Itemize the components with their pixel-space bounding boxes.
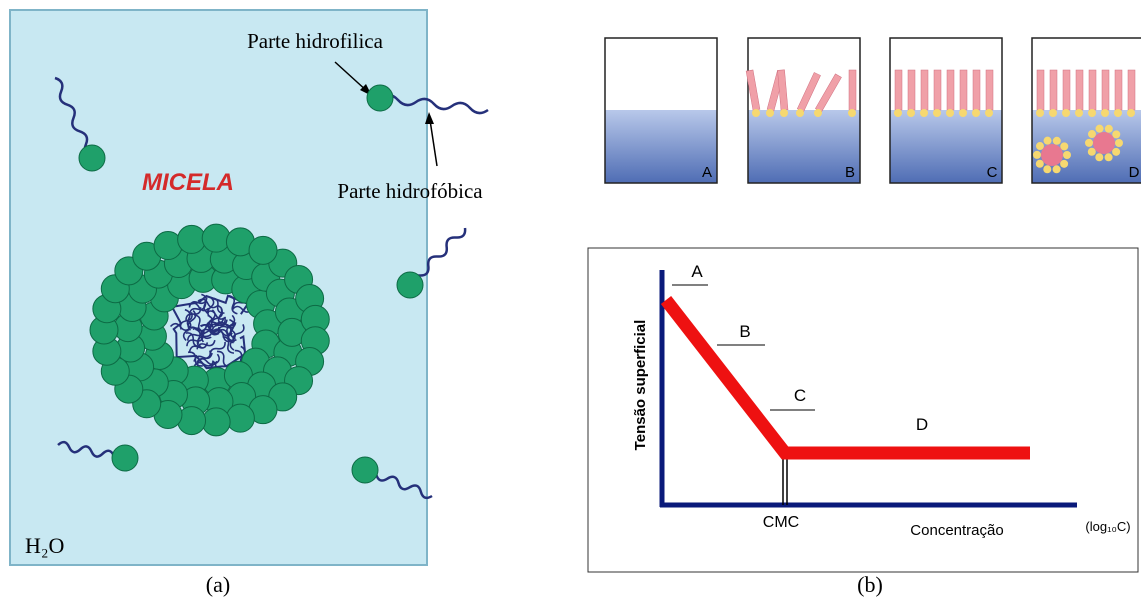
surfactant-tail xyxy=(1076,70,1083,110)
beaker-label: D xyxy=(1129,164,1140,181)
micelle-head xyxy=(1095,153,1103,161)
beakers: A B C D xyxy=(605,38,1141,183)
stage-label: C xyxy=(794,386,806,405)
surfactant-tail xyxy=(934,70,941,110)
micelle-head xyxy=(1036,160,1044,168)
micelle-head xyxy=(1115,139,1123,147)
surfactant-head xyxy=(780,109,788,117)
surfactant-tail xyxy=(778,70,788,110)
surfactant-tail xyxy=(947,70,954,110)
micelle-head xyxy=(1088,130,1096,138)
micelle-title: MICELA xyxy=(142,169,234,196)
caption-b: (b) xyxy=(857,572,883,597)
surfactant-head xyxy=(920,109,928,117)
hydrophilic-head xyxy=(249,236,277,264)
hydrophilic-head xyxy=(352,457,378,483)
beaker-label: C xyxy=(987,164,998,181)
hydrophilic-head xyxy=(202,224,230,252)
stage-label: A xyxy=(691,262,703,281)
surfactant-head xyxy=(972,109,980,117)
surfactant-tail xyxy=(1128,70,1135,110)
surfactant-head xyxy=(848,109,856,117)
micelle-head xyxy=(1053,137,1061,145)
surfactant-tail xyxy=(1050,70,1057,110)
micelle-head xyxy=(1112,148,1120,156)
micelle-head xyxy=(1060,160,1068,168)
hydrophilic-head xyxy=(226,404,254,432)
arrow xyxy=(430,120,437,166)
surfactant-tail xyxy=(908,70,915,110)
surfactant-tail xyxy=(1037,70,1044,110)
hydrophilic-head xyxy=(397,272,423,298)
water xyxy=(890,110,1002,183)
x-axis-label: Concentração xyxy=(910,522,1003,539)
micelle-head xyxy=(1088,148,1096,156)
hydrophilic-label: Parte hidrofilica xyxy=(247,29,384,53)
micelle-head xyxy=(1044,137,1052,145)
caption-a: (a) xyxy=(206,572,230,597)
cmc-label: CMC xyxy=(763,514,799,531)
micelle-head xyxy=(1105,153,1113,161)
x-scale-label: (log₁₀C) xyxy=(1085,519,1130,534)
hydrophilic-head xyxy=(367,85,393,111)
surfactant-tail xyxy=(1089,70,1096,110)
surfactant-tail xyxy=(815,74,841,112)
surfactant-head xyxy=(1088,109,1096,117)
micelle-head xyxy=(1112,130,1120,138)
surfactant-head xyxy=(1127,109,1135,117)
stage-label: B xyxy=(739,322,750,341)
micelle-core xyxy=(1041,144,1063,166)
surfactant-head xyxy=(814,109,822,117)
surfactant-head xyxy=(752,109,760,117)
surfactant-head xyxy=(985,109,993,117)
solvent-label: H₂O xyxy=(25,533,64,558)
surfactant-head xyxy=(959,109,967,117)
surfactant-tail xyxy=(1063,70,1070,110)
water xyxy=(605,110,717,183)
surfactant-head xyxy=(894,109,902,117)
surfactant-tail xyxy=(895,70,902,110)
figure: Parte hidrofilica Parte hidrofóbica MICE… xyxy=(0,0,1141,599)
micelle-head xyxy=(1060,142,1068,150)
hydrophobic-label: Parte hidrofóbica xyxy=(337,179,483,203)
surfactant-tail xyxy=(849,70,856,110)
hydrophilic-head xyxy=(79,145,105,171)
water xyxy=(748,110,860,183)
stage-label: D xyxy=(916,415,928,434)
surfactant-head xyxy=(1075,109,1083,117)
surfactant-head xyxy=(1036,109,1044,117)
surfactant-tail xyxy=(973,70,980,110)
surfactant-head xyxy=(766,109,774,117)
surfactant-head xyxy=(907,109,915,117)
micelle-head xyxy=(1085,139,1093,147)
surfactant-head xyxy=(796,109,804,117)
micelle-head xyxy=(1043,165,1051,173)
micelle-head xyxy=(1053,165,1061,173)
micelle-head xyxy=(1036,142,1044,150)
beaker-label: A xyxy=(702,164,712,181)
surfactant-head xyxy=(1101,109,1109,117)
surfactant-head xyxy=(1062,109,1070,117)
beaker-label: B xyxy=(845,164,855,181)
y-axis-label: Tensão superficial xyxy=(632,320,649,451)
surfactant-head xyxy=(1114,109,1122,117)
surfactant-head xyxy=(946,109,954,117)
surfactant-tail xyxy=(1102,70,1109,110)
surfactant-tail xyxy=(1115,70,1122,110)
surfactant-tail xyxy=(921,70,928,110)
micelle-head xyxy=(1063,151,1071,159)
hydrophilic-head xyxy=(202,408,230,436)
hydrophilic-head xyxy=(178,225,206,253)
micelle-head xyxy=(1033,151,1041,159)
surfactant-tail xyxy=(960,70,967,110)
hydrophilic-head xyxy=(112,445,138,471)
surfactant-head xyxy=(933,109,941,117)
micelle-core xyxy=(1093,132,1115,154)
micelle-head xyxy=(1105,125,1113,133)
micelle-head xyxy=(1096,125,1104,133)
surfactant-head xyxy=(1049,109,1057,117)
surfactant-tail xyxy=(986,70,993,110)
